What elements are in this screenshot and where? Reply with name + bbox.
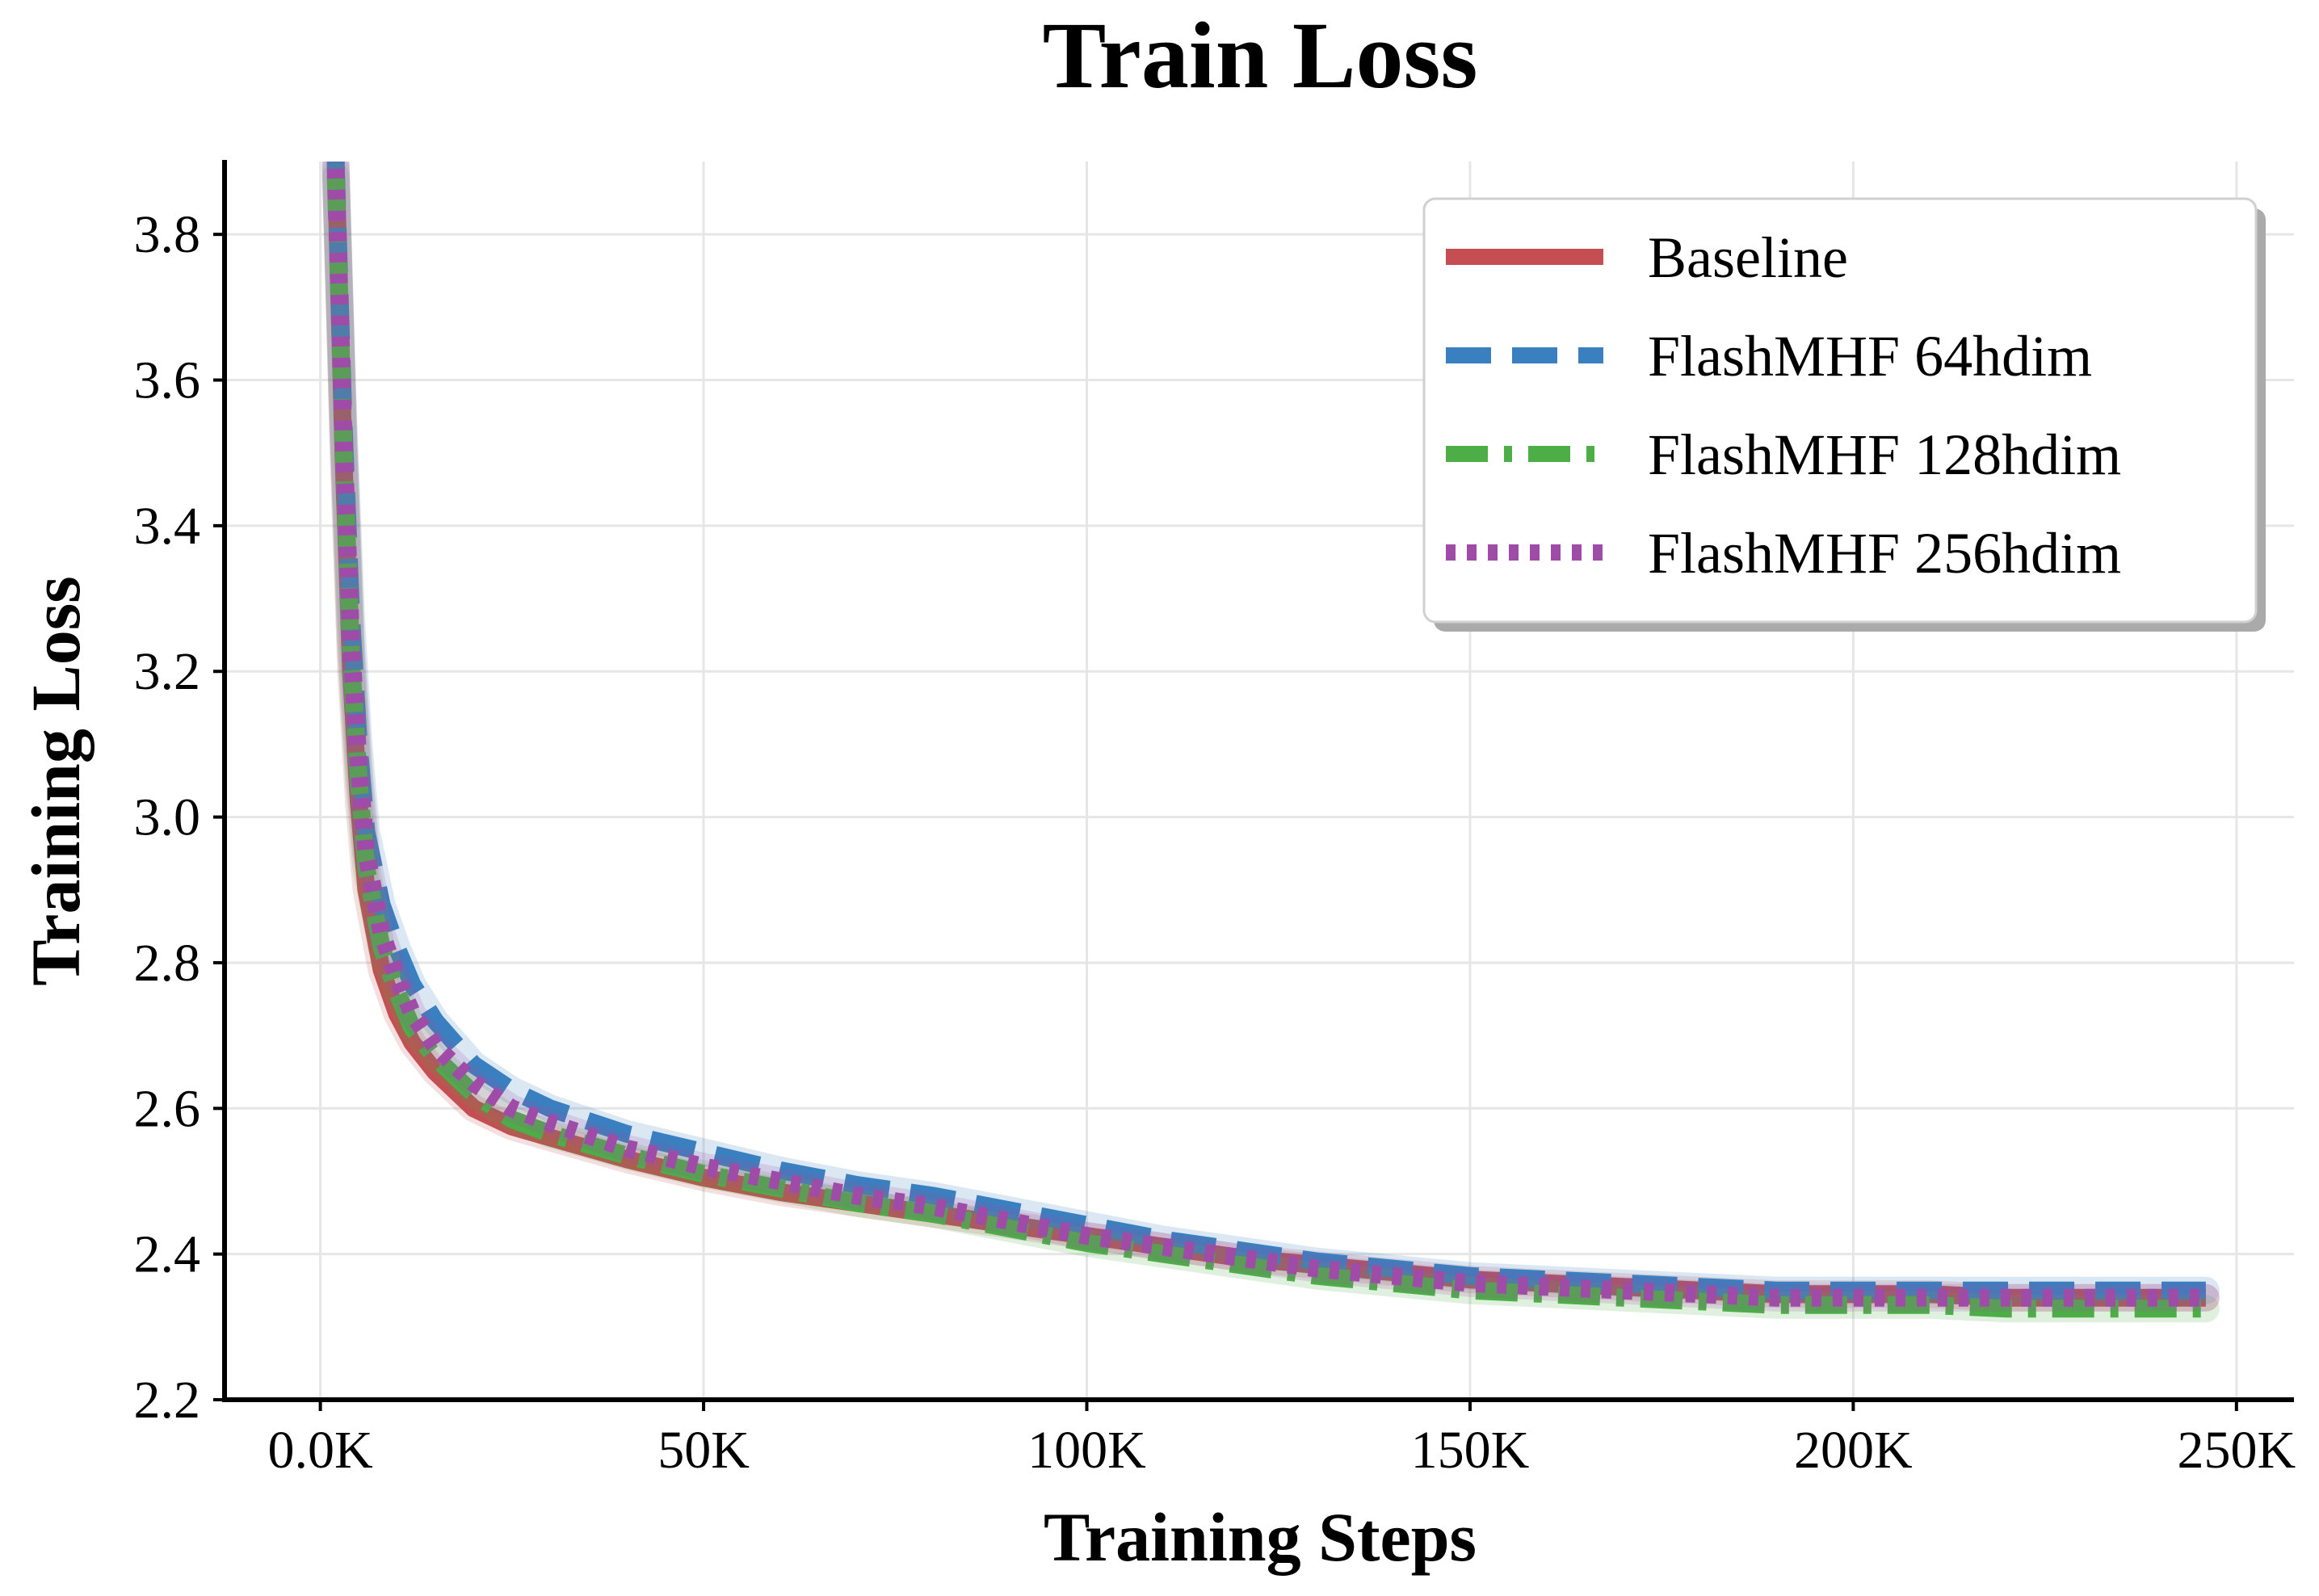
x-tick-label: 250K xyxy=(2177,1421,2296,1480)
y-tick-label: 3.6 xyxy=(134,351,201,410)
legend: Baseline FlashMHF 64hdim FlashMHF 128hdim F… xyxy=(1422,197,2266,632)
chart-title: Train Loss xyxy=(1043,2,1478,108)
series-line-1 xyxy=(326,162,2206,1300)
y-tick-label: 3.0 xyxy=(134,788,201,847)
x-axis-label: Training Steps xyxy=(1044,1498,1477,1576)
y-tick-label: 2.2 xyxy=(134,1371,201,1430)
x-tick-label: 150K xyxy=(1411,1421,1530,1480)
series-line-3 xyxy=(326,168,2206,1307)
y-tick-label: 3.4 xyxy=(134,497,201,556)
legend-label-0: Baseline xyxy=(1648,225,1848,290)
legend-label-1: FlashMHF 64hdim xyxy=(1648,324,2092,388)
y-axis-label: Training Loss xyxy=(17,576,95,985)
y-tick-label: 2.6 xyxy=(134,1079,201,1138)
x-tick-label: 50K xyxy=(657,1421,750,1480)
series-layer xyxy=(321,162,2220,1323)
y-tick-label: 2.4 xyxy=(134,1225,201,1284)
legend-box xyxy=(1422,197,2258,624)
y-tick-label: 3.8 xyxy=(134,205,201,264)
ticks: 0.0K 50K 100K 150K 200K 250K 2.2 2.4 2.6 2.8 3.0 3.… xyxy=(134,205,2296,1480)
legend-label-3: FlashMHF 256hdim xyxy=(1648,521,2121,586)
y-tick-label: 2.8 xyxy=(134,934,201,993)
x-tick-label: 200K xyxy=(1794,1421,1913,1480)
x-tick-label: 0.0K xyxy=(268,1421,373,1480)
legend-label-2: FlashMHF 128hdim xyxy=(1648,422,2121,487)
y-tick-label: 3.2 xyxy=(134,642,201,701)
x-tick-label: 100K xyxy=(1027,1421,1146,1480)
